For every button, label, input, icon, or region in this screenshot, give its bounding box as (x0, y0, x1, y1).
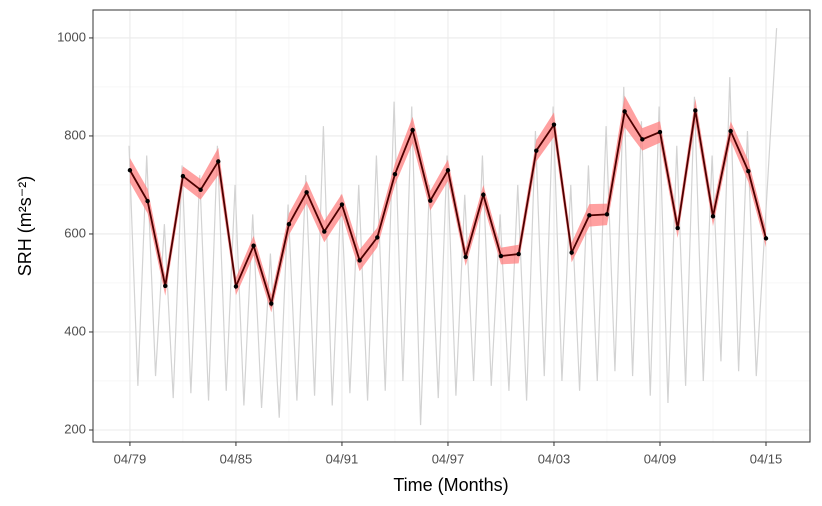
y-tick-label: 200 (64, 421, 86, 436)
background-line (128, 28, 778, 426)
data-point (233, 284, 239, 289)
y-tick-label: 1000 (57, 29, 86, 44)
data-point (198, 187, 203, 193)
data-point (339, 202, 345, 207)
x-tick-label: 04/09 (644, 451, 677, 466)
y-tick-label: 600 (64, 225, 86, 240)
data-point (746, 169, 751, 174)
y-tick-label: 800 (64, 127, 86, 142)
data-point (516, 251, 521, 257)
data-point (675, 225, 680, 231)
data-point (127, 168, 133, 173)
x-tick-label: 04/79 (114, 451, 147, 466)
data-point (410, 127, 415, 133)
x-tick-label: 04/91 (326, 451, 359, 466)
x-axis-title: Time (Months) (393, 475, 508, 495)
data-point (551, 122, 557, 127)
data-point (180, 173, 186, 179)
data-point (163, 283, 168, 289)
data-point (216, 159, 221, 164)
data-point (428, 198, 433, 203)
data-point (604, 212, 610, 217)
x-tick-label: 04/85 (220, 451, 253, 466)
data-point (763, 236, 769, 241)
data-point (375, 235, 380, 240)
data-point (463, 254, 468, 260)
data-point (304, 190, 309, 195)
data-point (481, 192, 486, 197)
x-tick-label: 04/15 (750, 451, 783, 466)
data-point (728, 128, 733, 134)
data-point (710, 214, 716, 219)
data-point (322, 229, 327, 234)
y-tick-label: 400 (64, 323, 86, 338)
data-point (145, 198, 150, 204)
data-point (534, 148, 539, 153)
panel (93, 10, 810, 442)
data-point (640, 137, 645, 142)
data-point (498, 253, 504, 259)
data-point (657, 129, 663, 135)
x-tick-label: 04/03 (538, 451, 571, 466)
panel-border (92, 9, 811, 443)
data-point (587, 213, 592, 218)
data-point (286, 221, 292, 227)
x-tick-label: 04/97 (432, 451, 465, 466)
data-point (622, 109, 627, 114)
data-point (392, 171, 398, 177)
data-point (269, 301, 274, 306)
data-point (445, 168, 451, 173)
y-axis-title: SRH (m²s⁻²) (15, 176, 35, 276)
data-point (569, 250, 574, 255)
data-point (251, 243, 256, 248)
data-point (693, 108, 698, 113)
data-point (357, 258, 362, 263)
marks (127, 28, 778, 426)
